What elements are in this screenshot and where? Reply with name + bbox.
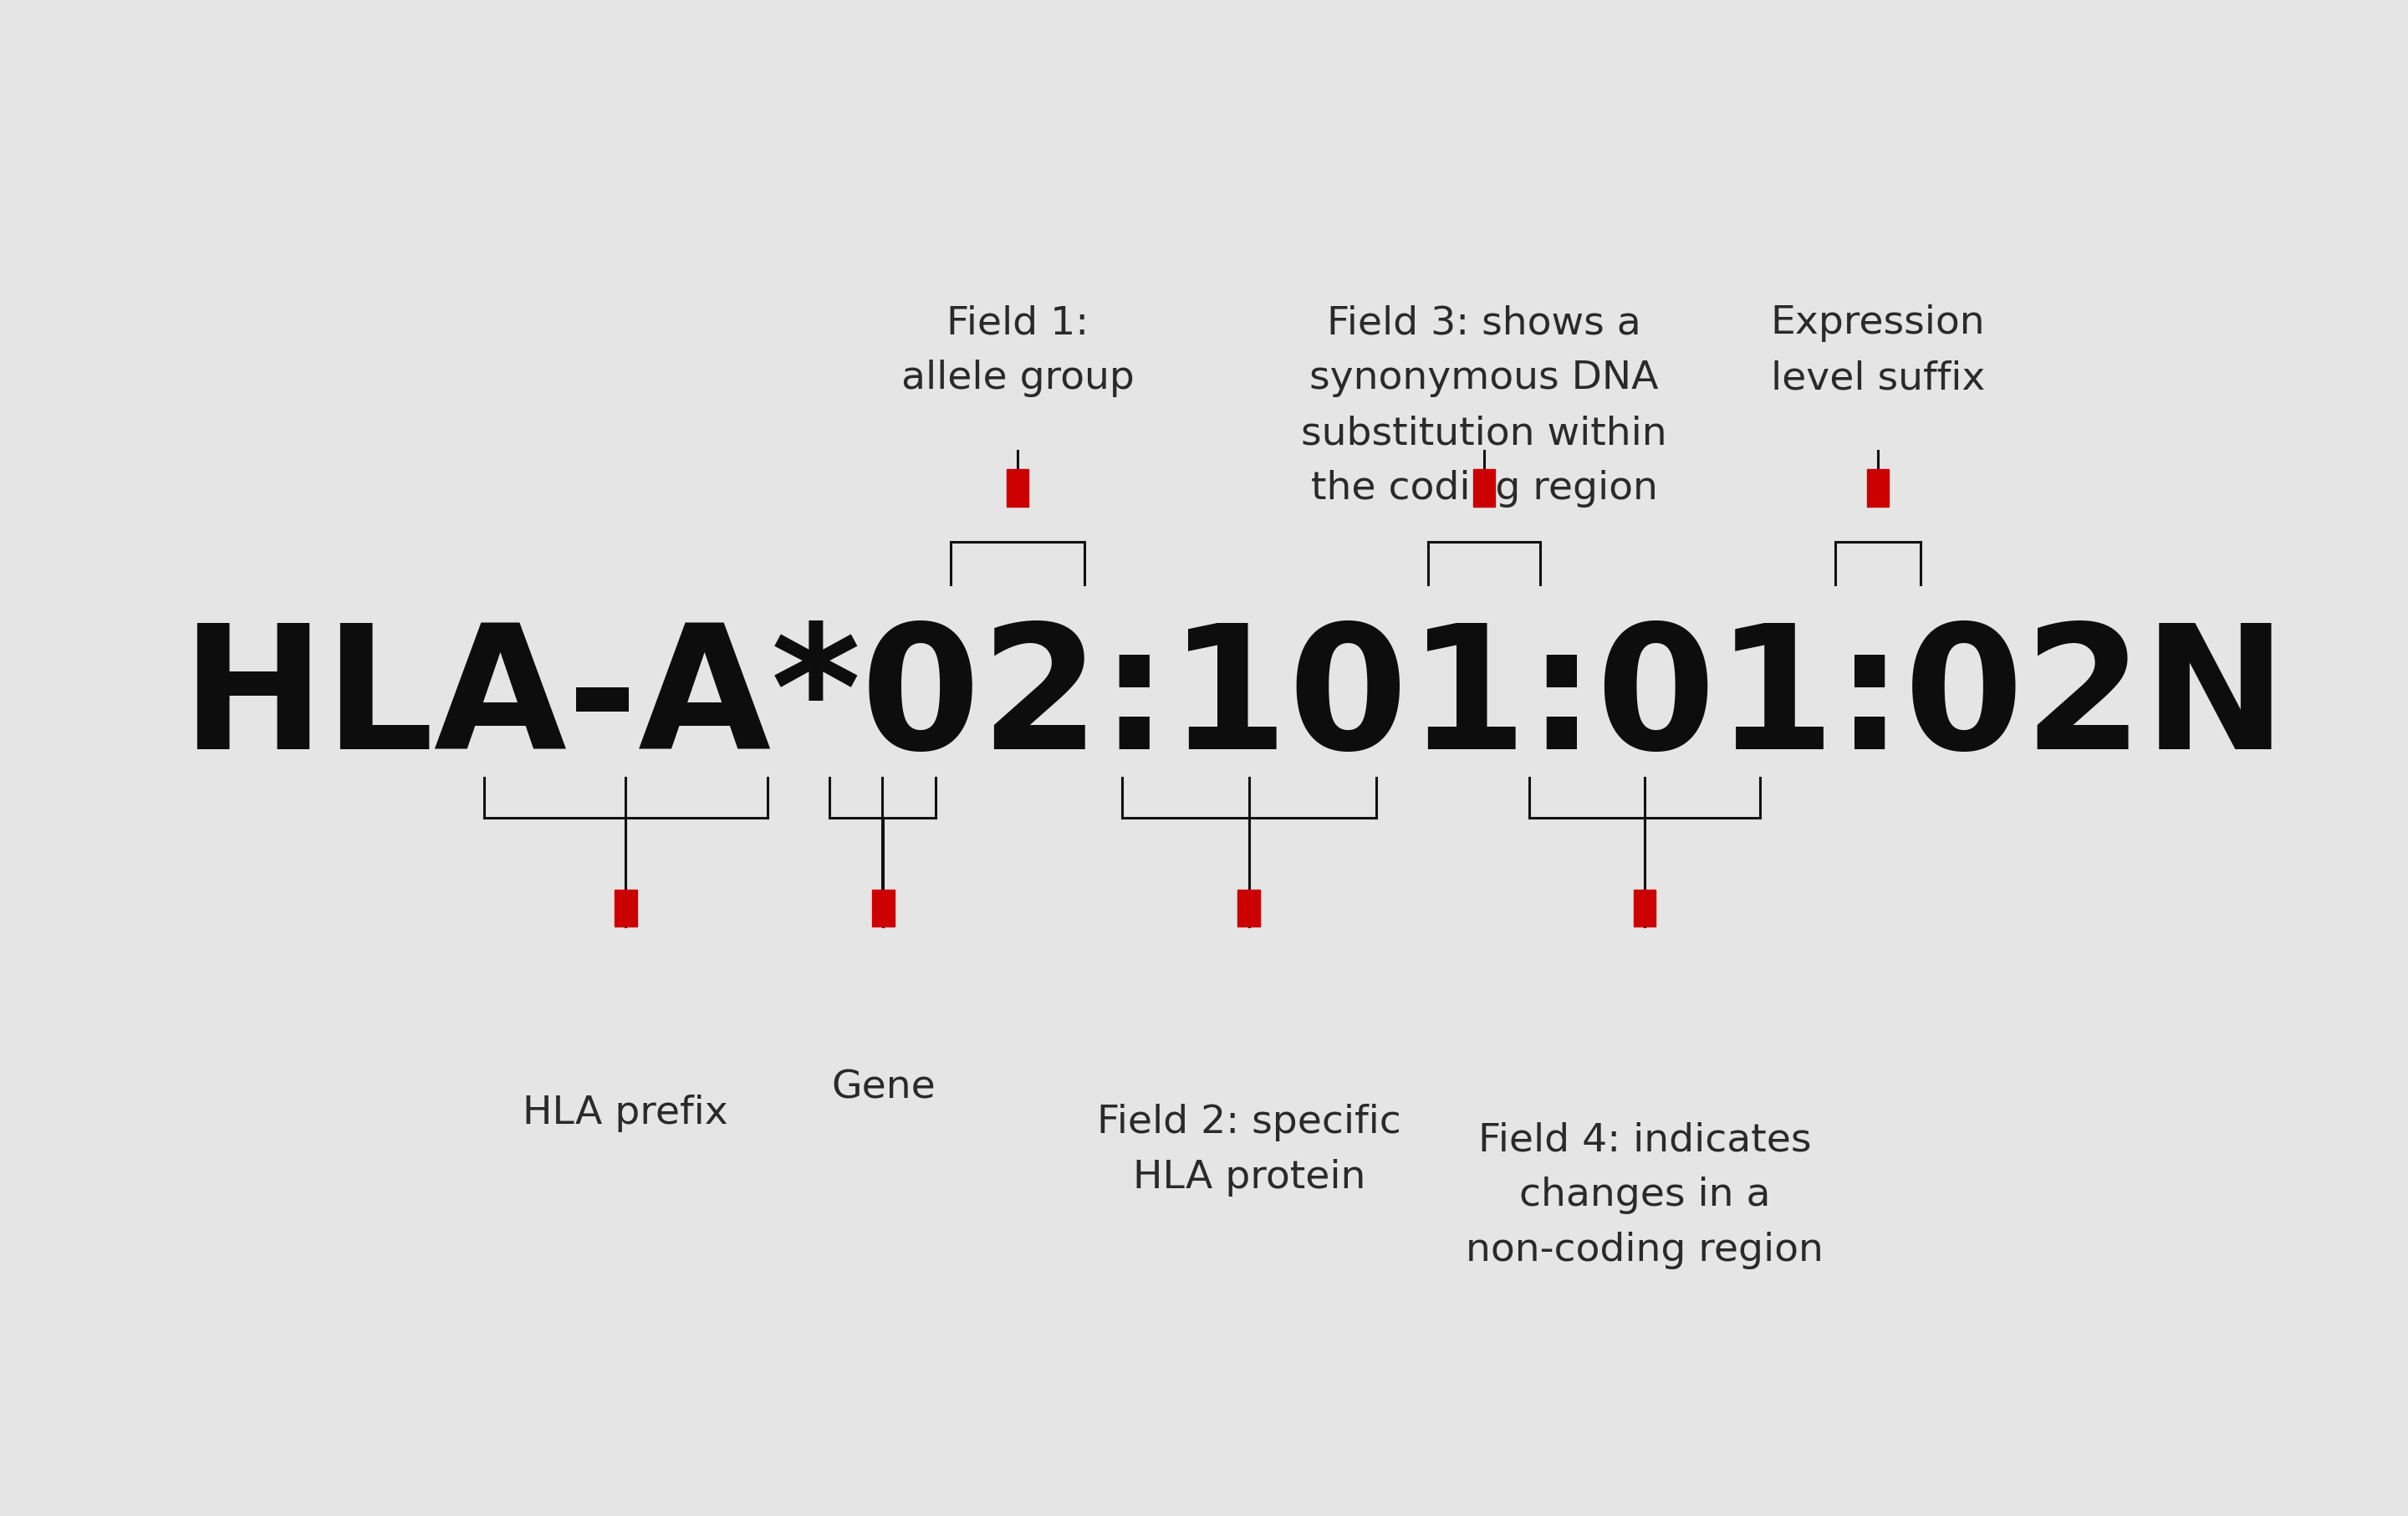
Text: Expression
level suffix: Expression level suffix	[1770, 305, 1984, 397]
FancyBboxPatch shape	[1866, 468, 1890, 506]
Text: Field 4: indicates
changes in a
non-coding region: Field 4: indicates changes in a non-codi…	[1466, 1122, 1823, 1269]
Text: Field 3: shows a
synonymous DNA
substitution within
the coding region: Field 3: shows a synonymous DNA substitu…	[1300, 305, 1666, 508]
FancyBboxPatch shape	[1007, 468, 1028, 506]
Text: Field 1:
allele group: Field 1: allele group	[901, 305, 1134, 397]
FancyBboxPatch shape	[614, 890, 636, 926]
Text: Gene: Gene	[831, 1069, 934, 1107]
Text: Field 2: specific
HLA protein: Field 2: specific HLA protein	[1098, 1104, 1401, 1198]
Text: HLA-A*02:101:01:02N: HLA-A*02:101:01:02N	[181, 617, 2288, 785]
FancyBboxPatch shape	[1238, 890, 1259, 926]
FancyBboxPatch shape	[872, 890, 893, 926]
FancyBboxPatch shape	[1633, 890, 1657, 926]
FancyBboxPatch shape	[1474, 468, 1495, 506]
Text: HLA prefix: HLA prefix	[523, 1095, 730, 1132]
